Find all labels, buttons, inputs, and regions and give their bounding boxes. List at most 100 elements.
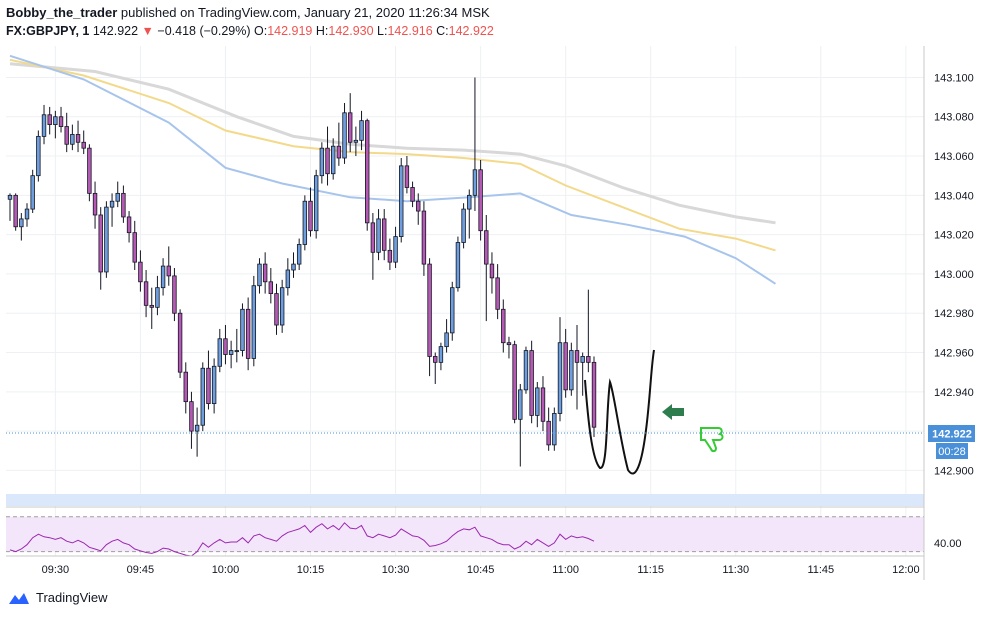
candle-body: [121, 192, 126, 218]
candle: [149, 287, 154, 329]
candle-body: [342, 112, 347, 159]
candle: [285, 258, 291, 296]
rsi-line: [9, 522, 595, 557]
candle: [591, 356, 597, 438]
rsi-pane[interactable]: [6, 516, 924, 557]
candle: [245, 297, 251, 371]
candle-body: [484, 230, 489, 265]
candle-body: [245, 308, 251, 359]
candle: [36, 130, 41, 182]
last-price: 142.922: [92, 24, 139, 38]
candle-body: [302, 200, 308, 245]
candle-body: [47, 114, 52, 125]
tradingview-brand[interactable]: TradingView: [8, 590, 108, 605]
candle: [189, 391, 194, 449]
candle: [70, 124, 75, 151]
candle-body: [30, 175, 35, 210]
candle-body: [489, 263, 495, 279]
price-axis[interactable]: 143.100 143.080 143.060 143.040 143.020 143.0…: [934, 72, 974, 549]
ma-slow-line: [9, 62, 776, 225]
candle: [540, 376, 546, 432]
candle: [24, 203, 30, 227]
pane-separator[interactable]: [6, 494, 924, 506]
candle-body: [126, 216, 132, 234]
candle: [115, 181, 120, 208]
price-pane[interactable]: [6, 46, 924, 494]
candle-body: [336, 145, 342, 159]
publish-info: published on TradingView.com, January 21…: [120, 5, 490, 20]
candle-body: [223, 338, 228, 355]
candle: [450, 281, 455, 341]
candle: [155, 275, 160, 316]
candle: [535, 382, 540, 428]
price-tick-label: 143.000: [934, 269, 974, 281]
author-name[interactable]: Bobby_the_trader: [6, 5, 118, 20]
time-tick-label: 11:45: [807, 564, 834, 576]
candle: [200, 362, 205, 432]
candle-body: [206, 367, 211, 405]
time-tick-label: 09:30: [42, 564, 70, 576]
candle-body: [569, 350, 574, 391]
candle-body: [7, 194, 13, 200]
candle-body: [194, 424, 200, 432]
candle: [109, 193, 115, 227]
candle-body: [98, 214, 103, 273]
open-label: O:: [254, 24, 268, 38]
candle: [472, 77, 478, 212]
candle-body: [580, 356, 585, 363]
candle-body: [81, 141, 86, 149]
candle-body: [58, 116, 64, 127]
candle: [41, 104, 47, 145]
candle-body: [557, 342, 563, 414]
low-label: L:: [377, 24, 388, 38]
candle-body: [421, 210, 427, 265]
candle-body: [512, 344, 517, 420]
rsi-tick-label: 40.00: [934, 538, 962, 550]
candle: [387, 238, 393, 270]
candle: [319, 142, 325, 184]
candle: [206, 350, 211, 410]
candle: [529, 340, 534, 424]
candle-body: [393, 236, 398, 263]
candle: [104, 201, 109, 278]
time-tick-label: 10:45: [467, 564, 495, 576]
candle: [211, 358, 217, 414]
candle: [382, 209, 387, 261]
candle-body: [563, 342, 568, 391]
candle-body: [183, 371, 188, 403]
candle-body: [518, 389, 523, 420]
candle: [13, 193, 18, 231]
candle-body: [501, 308, 506, 344]
price-tick-label: 142.900: [934, 465, 974, 477]
time-tick-label: 10:00: [212, 564, 240, 576]
candle: [359, 110, 364, 151]
time-tick-label: 10:15: [297, 564, 325, 576]
candle-body: [160, 265, 166, 289]
candle: [47, 106, 52, 135]
candle: [325, 126, 330, 186]
symbol-label[interactable]: FX:GBPJPY, 1: [6, 24, 90, 38]
candle-body: [70, 134, 75, 145]
candle-body: [552, 413, 557, 446]
time-axis[interactable]: 09:30 09:45 10:00 10:15 10:30 10:45 11:00 11:15…: [42, 564, 920, 576]
candle: [370, 213, 376, 280]
last-price-tag: [928, 425, 975, 442]
candle: [121, 185, 126, 223]
candle: [87, 144, 92, 202]
candle: [160, 258, 166, 296]
candle: [455, 236, 461, 292]
candle: [557, 317, 563, 422]
candle: [223, 325, 228, 365]
candle: [308, 187, 313, 237]
candle-body: [472, 169, 478, 196]
countdown-label: 00:28: [938, 446, 966, 458]
candle: [393, 226, 398, 269]
candle-body: [586, 356, 591, 363]
candle-body: [234, 350, 239, 352]
candles: [7, 77, 597, 467]
candle-body: [313, 175, 319, 232]
candle: [53, 110, 58, 139]
candle: [64, 112, 69, 153]
candle-body: [13, 194, 18, 228]
